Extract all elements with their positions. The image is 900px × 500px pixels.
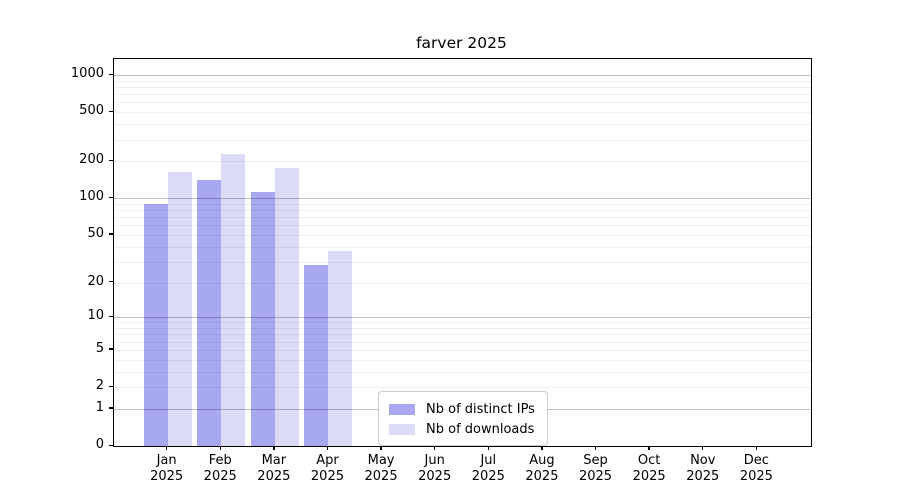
y-tick-label: 200 [79,152,104,168]
minor-gridline [114,282,811,284]
x-tick-mark [165,446,168,451]
x-tick-mark [433,446,436,451]
x-tick-mark [594,446,597,451]
legend-label: Nb of distinct IPs [426,401,535,417]
legend: Nb of distinct IPs Nb of downloads [378,391,548,446]
chart-title: farver 2025 [416,34,507,52]
minor-gridline [114,203,811,205]
x-tick-label: Jan 2025 [150,453,184,484]
y-tick-mark [108,110,113,113]
minor-gridline [114,161,811,163]
bar-downloads [221,153,246,446]
bar-distinct-ips [304,265,329,446]
y-tick-label: 5 [95,340,104,356]
major-gridline [114,317,811,319]
y-tick-label: 50 [87,225,104,241]
y-tick-mark [108,281,113,283]
x-tick-mark [273,446,275,451]
minor-gridline [114,112,811,114]
x-tick-mark [487,446,489,451]
bar-downloads [167,171,192,446]
minor-gridline [114,102,811,104]
minor-gridline [114,234,811,236]
minor-gridline [114,359,811,361]
x-tick-label: Nov 2025 [686,453,720,484]
x-tick-mark [541,446,543,451]
minor-gridline [114,371,811,373]
major-gridline [114,75,811,77]
y-tick-label: 1000 [70,66,104,82]
y-tick-mark [108,315,113,318]
plot-area [113,58,812,447]
x-tick-label: Dec 2025 [739,453,773,484]
x-tick-label: Mar 2025 [257,453,291,484]
x-tick-label: Aug 2025 [525,453,559,484]
x-tick-label: Sep 2025 [578,453,613,484]
x-tick-mark [326,446,329,451]
bar-downloads [274,168,299,446]
legend-label: Nb of downloads [426,421,535,437]
minor-gridline [114,341,811,343]
y-tick-mark [108,407,113,409]
y-tick-label: 10 [87,308,104,324]
minor-gridline [114,217,811,219]
legend-row: Nb of downloads [389,419,535,439]
minor-gridline [114,322,811,324]
x-tick-label: Jul 2025 [471,453,505,484]
y-tick-mark [108,159,113,162]
minor-gridline [114,139,811,141]
y-tick-label: 1 [95,399,104,415]
y-tick-label: 20 [87,273,104,289]
y-tick-mark [108,196,113,199]
y-tick-label: 100 [79,189,104,205]
x-tick-label: Apr 2025 [310,453,344,484]
x-tick-label: Oct 2025 [632,453,666,484]
x-tick-label: Feb 2025 [203,453,237,484]
y-tick-label: 0 [95,437,104,452]
y-tick-mark [108,348,113,350]
minor-gridline [114,210,811,212]
minor-gridline [114,328,811,330]
major-gridline [114,198,811,200]
y-tick-mark [108,73,113,75]
x-tick-mark [702,446,704,451]
y-tick-label: 2 [95,378,104,393]
bar-distinct-ips [143,203,168,446]
legend-row: Nb of distinct IPs [389,399,535,419]
x-tick-label: Jun 2025 [418,453,452,484]
minor-gridline [114,387,811,388]
minor-gridline [114,86,811,88]
y-tick-mark [108,444,113,446]
x-tick-mark [648,446,650,451]
bar-distinct-ips [197,180,222,446]
bar-downloads [328,250,353,446]
y-tick-mark [108,385,113,387]
x-tick-mark [219,446,221,451]
minor-gridline [114,94,811,96]
y-tick-mark [108,233,113,235]
y-tick-label: 500 [79,103,104,119]
bar-distinct-ips [250,191,275,446]
x-tick-label: May 2025 [364,453,398,484]
minor-gridline [114,124,811,126]
x-tick-mark [380,446,382,451]
minor-gridline [114,334,811,336]
minor-gridline [114,246,811,248]
legend-swatch [389,423,415,435]
x-tick-mark [755,446,758,451]
minor-gridline [114,225,811,227]
minor-gridline [114,80,811,82]
minor-gridline [114,261,811,263]
legend-swatch [389,403,415,415]
minor-gridline [114,349,811,351]
